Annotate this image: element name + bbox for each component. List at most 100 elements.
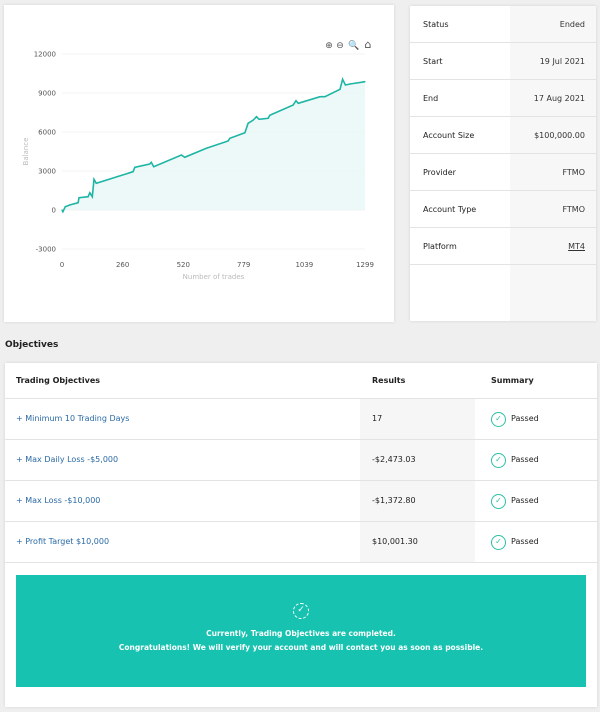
info-value[interactable]: MT4	[568, 241, 585, 251]
info-label: Provider	[423, 167, 456, 177]
balance-chart-card: 12000 9000 6000 3000 0 -3000 0 260 520 779 1039 129…	[4, 5, 394, 322]
home-icon[interactable]: ⌂	[365, 38, 372, 51]
data-point	[132, 171, 134, 173]
data-point	[180, 154, 183, 156]
y-tick-label: 3000	[38, 168, 56, 176]
info-row: Provider FTMO	[410, 154, 596, 191]
data-point	[91, 196, 93, 198]
info-row: Platform MT4	[410, 228, 596, 265]
header-objectives: Trading Objectives	[16, 376, 101, 385]
data-point	[62, 211, 64, 213]
objective-link[interactable]: + Max Loss -$10,000	[16, 496, 101, 505]
info-row: Start 19 Jul 2021	[410, 43, 596, 80]
data-point	[324, 96, 326, 98]
data-point	[344, 84, 347, 86]
check-circle-icon: ✓	[491, 493, 506, 509]
y-axis-label: Balance	[22, 138, 30, 166]
objectives-heading: Objectives	[5, 340, 59, 350]
x-tick-label: 779	[237, 261, 250, 269]
data-point	[89, 192, 91, 194]
data-point	[77, 202, 79, 204]
balance-chart: 12000 9000 6000 3000 0 -3000 0 260 520 779 1039 129…	[22, 38, 374, 281]
info-label: Status	[423, 19, 449, 29]
objective-link[interactable]: + Profit Target $10,000	[16, 537, 110, 546]
data-point	[292, 104, 294, 106]
check-circle-icon: ✓	[491, 534, 506, 550]
table-row: + Max Daily Loss -$5,000 -$2,473.03 ✓ Pas…	[5, 440, 597, 481]
data-point	[255, 116, 258, 118]
zoom-in-icon[interactable]: ⊕	[325, 41, 333, 51]
data-point	[339, 88, 341, 90]
info-value: FTMO	[562, 204, 585, 214]
balance-line	[61, 77, 366, 214]
banner-line-1: Currently, Trading Objectives are comple…	[206, 629, 396, 638]
y-tick-label: 9000	[38, 90, 56, 98]
objective-link[interactable]: + Max Daily Loss -$5,000	[16, 455, 119, 464]
info-value: Ended	[559, 19, 585, 29]
table-row: + Minimum 10 Trading Days 17 ✓ Passed	[5, 399, 597, 440]
data-point	[349, 83, 351, 85]
data-point	[134, 166, 136, 168]
info-label: Start	[423, 56, 443, 66]
info-value: $100,000.00	[534, 130, 585, 140]
objective-status: Passed	[511, 414, 539, 423]
data-point	[64, 206, 66, 208]
completion-banner: ✓ Currently, Trading Objectives are comp…	[16, 575, 586, 687]
data-point	[319, 96, 321, 98]
x-tick-label: 260	[116, 261, 129, 269]
info-label: Platform	[423, 241, 457, 251]
info-value: FTMO	[562, 167, 585, 177]
x-tick-label: 1039	[295, 261, 313, 269]
info-label: Account Type	[423, 204, 477, 214]
data-point	[364, 81, 366, 83]
objective-result: 17	[360, 399, 475, 439]
objective-result: $10,001.30	[360, 522, 475, 562]
data-point	[227, 140, 229, 142]
info-row: Account Size $100,000.00	[410, 117, 596, 154]
data-point	[252, 119, 254, 121]
y-tick-label: 12000	[34, 51, 56, 59]
magnifier-icon[interactable]: 🔍	[348, 39, 359, 51]
objective-link[interactable]: + Minimum 10 Trading Days	[16, 414, 130, 423]
x-tick-label: 0	[60, 261, 64, 269]
data-point	[247, 122, 249, 124]
account-info-card: Status Ended Start 19 Jul 2021 End 17 Aug 202…	[410, 6, 596, 321]
info-label: End	[423, 93, 439, 103]
objective-status: Passed	[511, 537, 539, 546]
table-header: Trading Objectives Results Summary	[5, 363, 597, 399]
check-circle-icon: ✓	[491, 411, 506, 427]
data-point	[150, 161, 152, 163]
info-row: Account Type FTMO	[410, 191, 596, 228]
objective-result: -$2,473.03	[360, 440, 475, 480]
x-axis-label: Number of trades	[183, 273, 245, 281]
data-point	[244, 132, 246, 134]
y-tick-label: -3000	[36, 246, 56, 254]
data-point	[295, 100, 297, 102]
zoom-out-icon[interactable]: ⊖	[336, 41, 344, 51]
check-circle-icon: ✓	[491, 452, 506, 468]
header-results: Results	[372, 376, 406, 385]
check-circle-icon: ✓	[293, 603, 309, 619]
data-point	[229, 137, 231, 139]
y-tick-label: 6000	[38, 129, 56, 137]
banner-line-2: Congratulations! We will verify your acc…	[118, 643, 484, 652]
data-point	[269, 114, 271, 116]
info-value: 19 Jul 2021	[539, 56, 585, 66]
table-row: + Max Loss -$10,000 -$1,372.80 ✓ Passed	[5, 481, 597, 522]
header-summary: Summary	[491, 376, 534, 385]
objective-result: -$1,372.80	[360, 481, 475, 521]
info-row: End 17 Aug 2021	[410, 80, 596, 117]
table-row: + Profit Target $10,000 $10,001.30 ✓ Pass…	[5, 522, 597, 563]
objective-status: Passed	[511, 455, 539, 464]
info-label: Account Size	[423, 130, 475, 140]
data-point	[205, 147, 207, 149]
data-point	[61, 209, 63, 211]
data-point	[153, 166, 155, 168]
data-point	[69, 204, 71, 206]
data-point	[149, 163, 151, 165]
x-tick-label: 1299	[356, 261, 374, 269]
data-point	[93, 178, 95, 180]
data-point	[342, 78, 344, 80]
y-tick-label: 0	[52, 207, 56, 215]
data-point	[297, 102, 299, 104]
